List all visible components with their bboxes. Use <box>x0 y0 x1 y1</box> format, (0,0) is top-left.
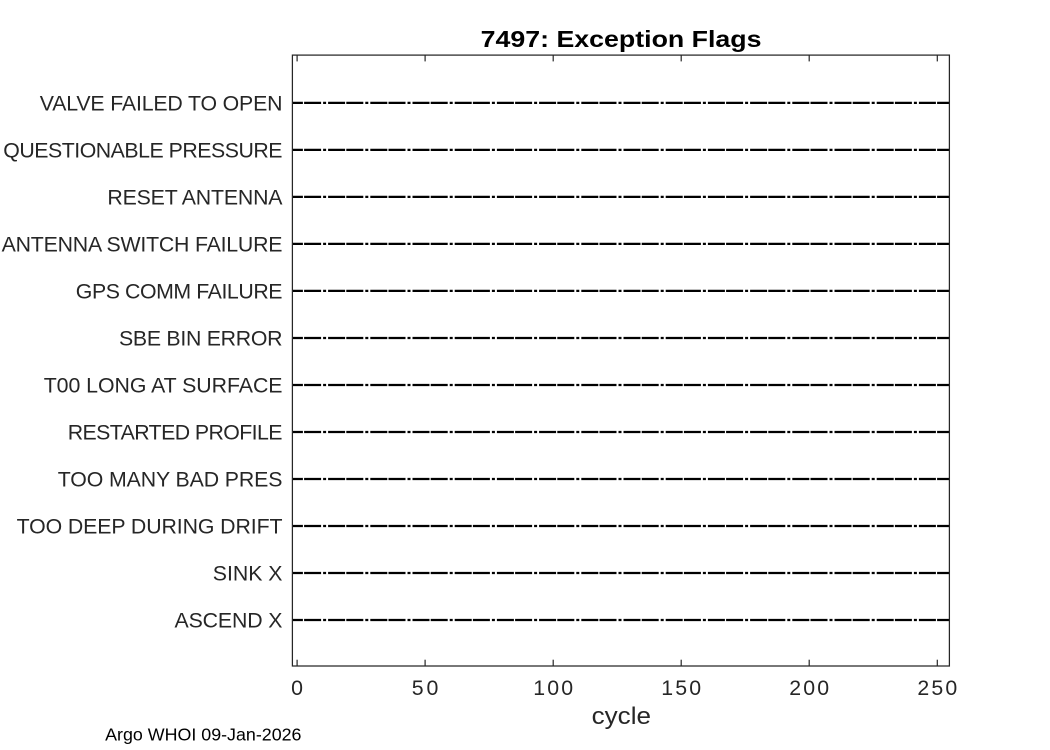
svg-text:200: 200 <box>789 676 829 700</box>
svg-text:VALVE FAILED TO OPEN: VALVE FAILED TO OPEN <box>40 92 283 116</box>
svg-text:TOO MANY BAD PRES: TOO MANY BAD PRES <box>58 468 283 492</box>
svg-text:T00 LONG AT SURFACE: T00 LONG AT SURFACE <box>44 374 283 398</box>
svg-text:ASCEND X: ASCEND X <box>175 609 283 633</box>
svg-text:150: 150 <box>661 676 701 700</box>
svg-text:RESTARTED PROFILE: RESTARTED PROFILE <box>68 421 283 445</box>
svg-text:cycle: cycle <box>592 703 651 730</box>
svg-text:0: 0 <box>291 676 303 700</box>
svg-text:ANTENNA SWITCH FAILURE: ANTENNA SWITCH FAILURE <box>2 233 283 257</box>
svg-text:RESET ANTENNA: RESET ANTENNA <box>107 186 283 210</box>
svg-text:Argo WHOI 09-Jan-2026: Argo WHOI 09-Jan-2026 <box>105 725 301 745</box>
svg-text:7497: Exception Flags: 7497: Exception Flags <box>481 26 762 52</box>
svg-text:GPS COMM FAILURE: GPS COMM FAILURE <box>76 280 283 304</box>
svg-text:100: 100 <box>533 676 573 700</box>
svg-text:QUESTIONABLE PRESSURE: QUESTIONABLE PRESSURE <box>3 139 282 163</box>
svg-text:250: 250 <box>917 676 957 700</box>
svg-text:TOO DEEP DURING DRIFT: TOO DEEP DURING DRIFT <box>17 515 283 539</box>
svg-text:SBE BIN ERROR: SBE BIN ERROR <box>119 327 283 351</box>
svg-text:SINK X: SINK X <box>213 562 283 586</box>
